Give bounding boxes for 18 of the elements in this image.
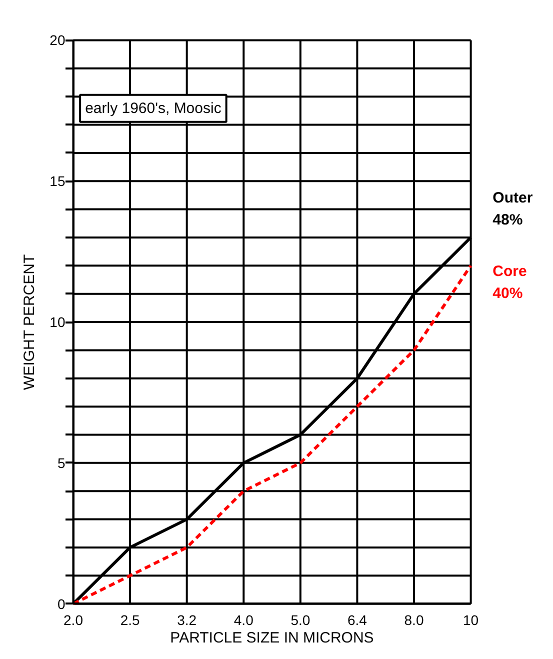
- x-tick-label: 3.2: [177, 612, 197, 628]
- x-tick-label: 8.0: [404, 612, 424, 628]
- y-tick-label: 10: [50, 314, 66, 330]
- y-tick-label: 15: [50, 173, 66, 190]
- y-tick-label: 5: [57, 454, 66, 471]
- series-label: Outer 48%: [492, 190, 533, 229]
- x-axis-title: PARTICLE SIZE IN MICRONS: [170, 630, 374, 646]
- x-tick-label: 10: [463, 612, 479, 628]
- x-tick-label: 4.0: [234, 612, 254, 628]
- text: early 1960's, Moosic: [85, 100, 222, 117]
- x-tick-label: 2.5: [120, 612, 140, 628]
- y-tick-label: 20: [50, 32, 66, 48]
- x-tick-label: 2.0: [64, 612, 84, 628]
- series-label: Core 40%: [492, 262, 527, 302]
- x-tick-label: 5.0: [290, 612, 310, 628]
- y-tick-label: 0: [57, 596, 66, 612]
- y-axis-title: WEIGHT PERCENT: [21, 254, 38, 390]
- x-tick-label: 6.4: [347, 612, 368, 628]
